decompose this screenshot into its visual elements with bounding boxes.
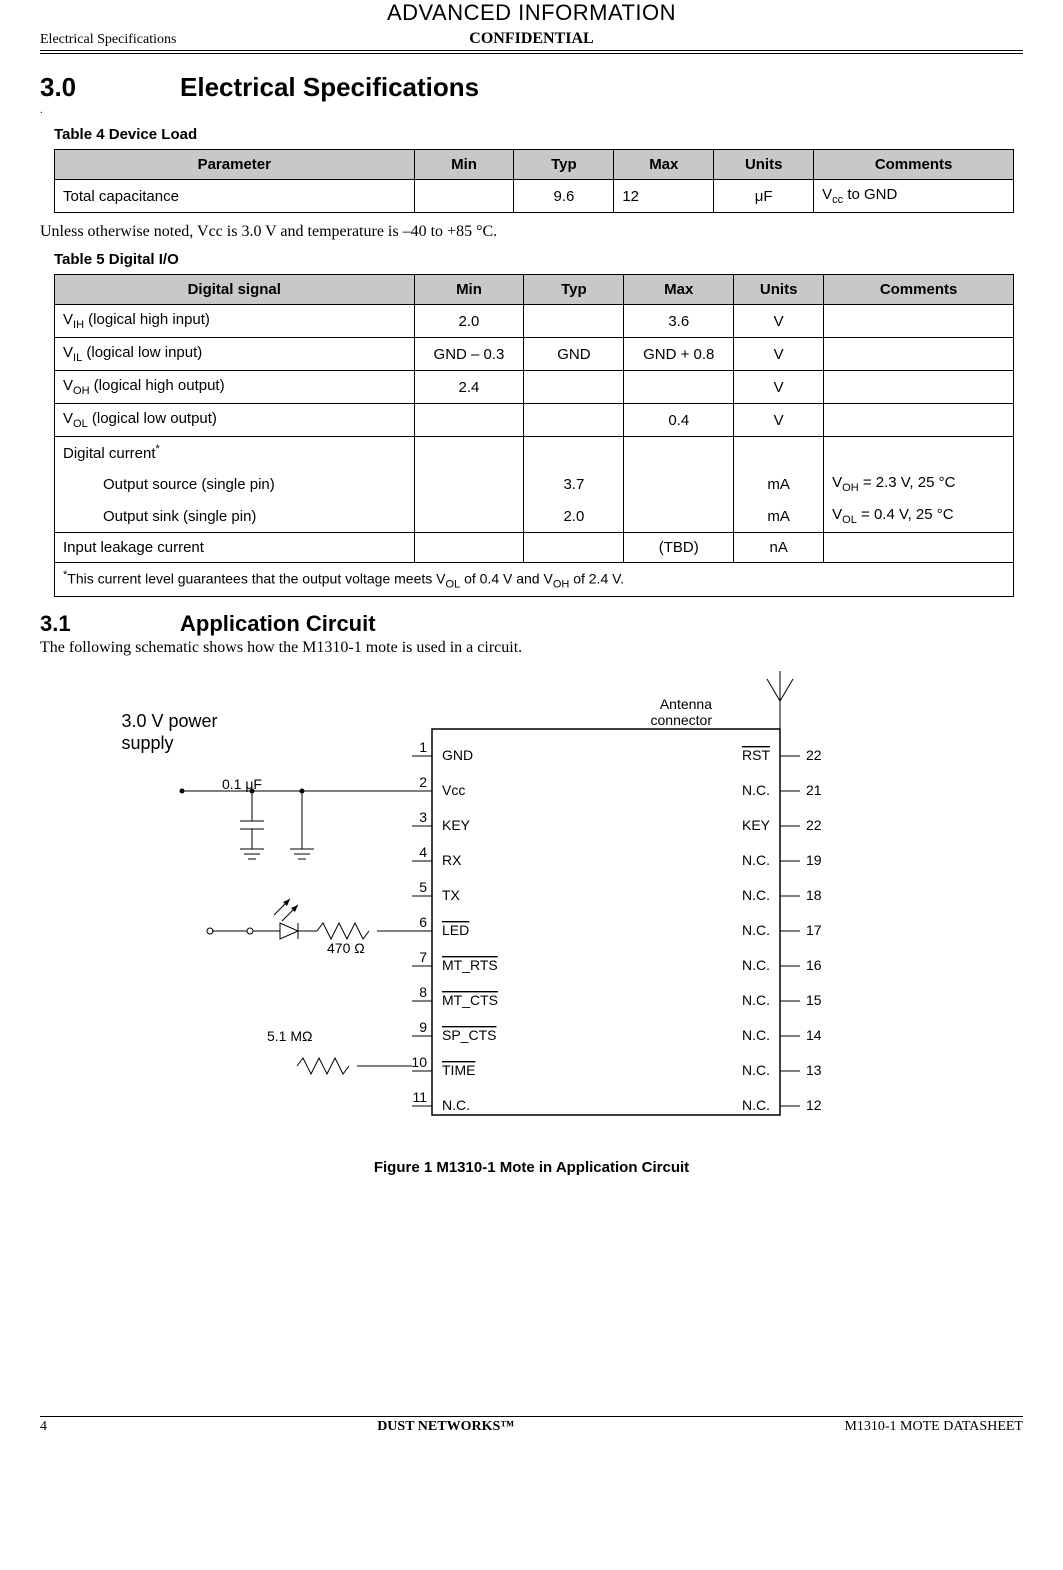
svg-text:6: 6 xyxy=(419,914,427,930)
figure-schematic: 3.0 V powersupply Antennaconnector xyxy=(152,671,912,1176)
svg-text:LED: LED xyxy=(442,922,469,938)
svg-text:MT_CTS: MT_CTS xyxy=(442,992,498,1008)
th-typ: Typ xyxy=(514,150,614,180)
svg-text:3: 3 xyxy=(419,809,427,825)
advanced-info: ADVANCED INFORMATION xyxy=(387,0,676,25)
th-max: Max xyxy=(614,150,714,180)
table-row: VIL (logical low input) GND – 0.3GNDGND … xyxy=(55,338,1014,371)
subsection-text: The following schematic shows how the M1… xyxy=(40,639,1023,657)
table-row: VIH (logical high input) 2.03.6 V xyxy=(55,305,1014,338)
th-min: Min xyxy=(414,150,514,180)
svg-text:N.C.: N.C. xyxy=(742,887,770,903)
svg-text:7: 7 xyxy=(419,949,427,965)
svg-text:N.C.: N.C. xyxy=(442,1097,470,1113)
svg-text:RX: RX xyxy=(442,852,462,868)
th-comments: Comments xyxy=(814,150,1014,180)
svg-text:N.C.: N.C. xyxy=(742,922,770,938)
table-footnote: *This current level guarantees that the … xyxy=(55,563,1014,597)
svg-text:N.C.: N.C. xyxy=(742,1062,770,1078)
table-digital-io: Digital signal Min Typ Max Units Comment… xyxy=(54,274,1014,597)
svg-text:5: 5 xyxy=(419,879,427,895)
subsection-title: 3.1Application Circuit xyxy=(40,611,1023,637)
note-vcc: Unless otherwise noted, Vcc is 3.0 V and… xyxy=(40,223,1023,241)
table5-caption: Table 5 Digital I/O xyxy=(54,251,1023,268)
figure-caption: Figure 1 M1310-1 Mote in Application Cir… xyxy=(152,1159,912,1176)
svg-text:15: 15 xyxy=(806,992,822,1008)
table-row: Output source (single pin) 3.7 mA VOH = … xyxy=(55,468,1014,500)
section-title: 3.0Electrical Specifications xyxy=(40,72,1023,103)
footer-right: M1310-1 MOTE DATASHEET xyxy=(844,1419,1023,1435)
table-row: VOH (logical high output) 2.4 V xyxy=(55,371,1014,404)
svg-text:8: 8 xyxy=(419,984,427,1000)
svg-text:10: 10 xyxy=(411,1054,427,1070)
table-row: Output sink (single pin) 2.0 mA VOL = 0.… xyxy=(55,500,1014,533)
svg-text:14: 14 xyxy=(806,1027,822,1043)
svg-text:21: 21 xyxy=(806,782,822,798)
svg-text:RST: RST xyxy=(742,747,770,763)
svg-text:1: 1 xyxy=(419,739,427,755)
th-parameter: Parameter xyxy=(55,150,415,180)
svg-text:18: 18 xyxy=(806,887,822,903)
table4-caption: Table 4 Device Load xyxy=(54,126,1023,143)
svg-text:17: 17 xyxy=(806,922,822,938)
svg-text:TIME: TIME xyxy=(442,1062,475,1078)
svg-text:12: 12 xyxy=(806,1097,822,1113)
table-device-load: Parameter Min Typ Max Units Comments Tot… xyxy=(54,149,1014,213)
svg-text:16: 16 xyxy=(806,957,822,973)
svg-text:19: 19 xyxy=(806,852,822,868)
svg-text:N.C.: N.C. xyxy=(742,1097,770,1113)
svg-text:4: 4 xyxy=(419,844,427,860)
table-row: Digital current* xyxy=(55,437,1014,469)
svg-text:2: 2 xyxy=(419,774,427,790)
footer-page: 4 xyxy=(40,1419,47,1435)
svg-text:MT_RTS: MT_RTS xyxy=(442,957,498,973)
header-left: Electrical Specifications xyxy=(40,32,176,48)
svg-text:Antennaconnector: Antennaconnector xyxy=(650,696,712,728)
svg-text:9: 9 xyxy=(419,1019,427,1035)
svg-text:470 Ω: 470 Ω xyxy=(327,940,365,956)
svg-text:N.C.: N.C. xyxy=(742,852,770,868)
svg-text:5.1 MΩ: 5.1 MΩ xyxy=(267,1028,312,1044)
svg-text:13: 13 xyxy=(806,1062,822,1078)
svg-text:11: 11 xyxy=(412,1089,427,1105)
footer-mid: DUST NETWORKS™ xyxy=(377,1419,514,1435)
table-row: Input leakage current (TBD) nA xyxy=(55,533,1014,563)
power-supply-label: 3.0 V powersupply xyxy=(122,711,218,754)
table-row: Total capacitance 9.6 12 μF Vcc to GND xyxy=(55,180,1014,213)
svg-text:22: 22 xyxy=(806,747,822,763)
svg-text:KEY: KEY xyxy=(442,817,471,833)
page-footer: 4 DUST NETWORKS™ M1310-1 MOTE DATASHEET xyxy=(40,1416,1023,1435)
svg-text:N.C.: N.C. xyxy=(742,957,770,973)
table-row: VOL (logical low output) 0.4 V xyxy=(55,404,1014,437)
svg-text:GND: GND xyxy=(442,747,473,763)
svg-text:SP_CTS: SP_CTS xyxy=(442,1027,496,1043)
svg-text:TX: TX xyxy=(442,887,461,903)
svg-text:KEY: KEY xyxy=(741,817,770,833)
svg-text:22: 22 xyxy=(806,817,822,833)
svg-text:0.1 μF: 0.1 μF xyxy=(222,776,262,792)
svg-text:N.C.: N.C. xyxy=(742,782,770,798)
th-units: Units xyxy=(714,150,814,180)
svg-text:N.C.: N.C. xyxy=(742,992,770,1008)
header-confidential: CONFIDENTIAL xyxy=(469,30,593,48)
svg-text:Vcc: Vcc xyxy=(442,782,465,798)
svg-text:N.C.: N.C. xyxy=(742,1027,770,1043)
